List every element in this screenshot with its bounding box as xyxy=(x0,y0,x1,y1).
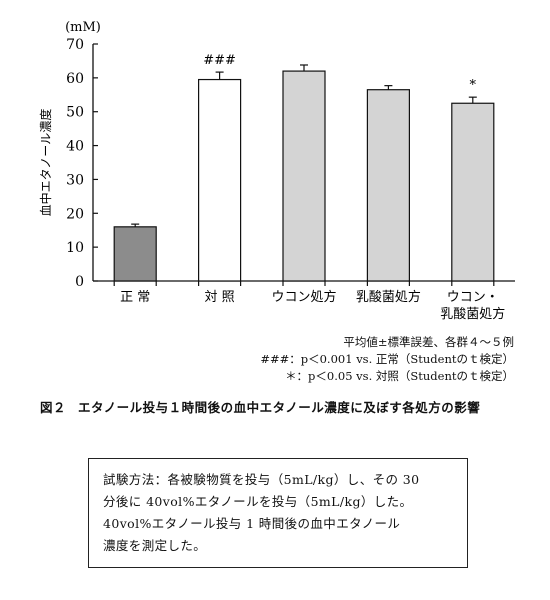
y-tick-label: 20 xyxy=(66,206,84,222)
y-unit-label: (mM) xyxy=(65,20,101,35)
method-description-box: 試験方法：各被験物質を投与（5mL/kg）し、その 30 分後に 40vol%エ… xyxy=(88,458,468,568)
y-tick-label: 30 xyxy=(66,172,84,188)
y-tick-label: 70 xyxy=(66,37,84,53)
bar xyxy=(366,89,410,282)
y-tick-label: 0 xyxy=(75,274,84,290)
y-tick-label: 50 xyxy=(66,105,84,121)
y-tick-label: 60 xyxy=(66,71,84,87)
chart-axes xyxy=(92,43,515,286)
bar xyxy=(113,226,157,282)
bar xyxy=(198,78,242,282)
category-label: 対 照 xyxy=(205,290,235,305)
figure-caption: 図２ エタノール投与１時間後の血中エタノール濃度に及ぼす各処方の影響 xyxy=(40,397,480,416)
note-significance-normal: ###：p＜0.001 vs. 正常（Studentのｔ検定） xyxy=(260,352,514,366)
y-tick-label: 10 xyxy=(66,240,84,256)
category-label: ウコン処方 xyxy=(271,289,336,305)
y-axis-label: 血中エタノール濃度 xyxy=(38,109,53,217)
method-line: 分後に 40vol%エタノールを投与（5mL/kg）した。 xyxy=(103,494,413,509)
figure-number: 図２ xyxy=(40,400,67,415)
method-line: 試験方法：各被験物質を投与（5mL/kg）し、その 30 xyxy=(103,472,420,487)
method-line: 濃度を測定した。 xyxy=(103,538,207,553)
y-tick-label: 40 xyxy=(66,139,84,155)
figure-title: エタノール投与１時間後の血中エタノール濃度に及ぼす各処方の影響 xyxy=(78,400,481,415)
note-significance-control: ＊：p＜0.05 vs. 対照（Studentのｔ検定） xyxy=(285,369,514,383)
category-label: 乳酸菌処方 xyxy=(356,289,421,305)
chart-bars xyxy=(113,64,495,282)
category-label: 乳酸菌処方 xyxy=(440,306,505,322)
category-label: 正 常 xyxy=(120,290,150,305)
note-mean-se: 平均値±標準誤差、各群４～５例 xyxy=(343,335,514,349)
bar xyxy=(282,70,326,282)
category-label: ウコン・ xyxy=(447,290,499,305)
bar xyxy=(451,102,495,282)
significance-label: ### xyxy=(203,53,236,68)
significance-label: * xyxy=(470,78,477,93)
method-line: 40vol%エタノール投与 1 時間後の血中エタノール xyxy=(103,516,401,531)
chart-notes: 平均値±標準誤差、各群４～５例 ###：p＜0.001 vs. 正常（Stude… xyxy=(260,334,514,385)
